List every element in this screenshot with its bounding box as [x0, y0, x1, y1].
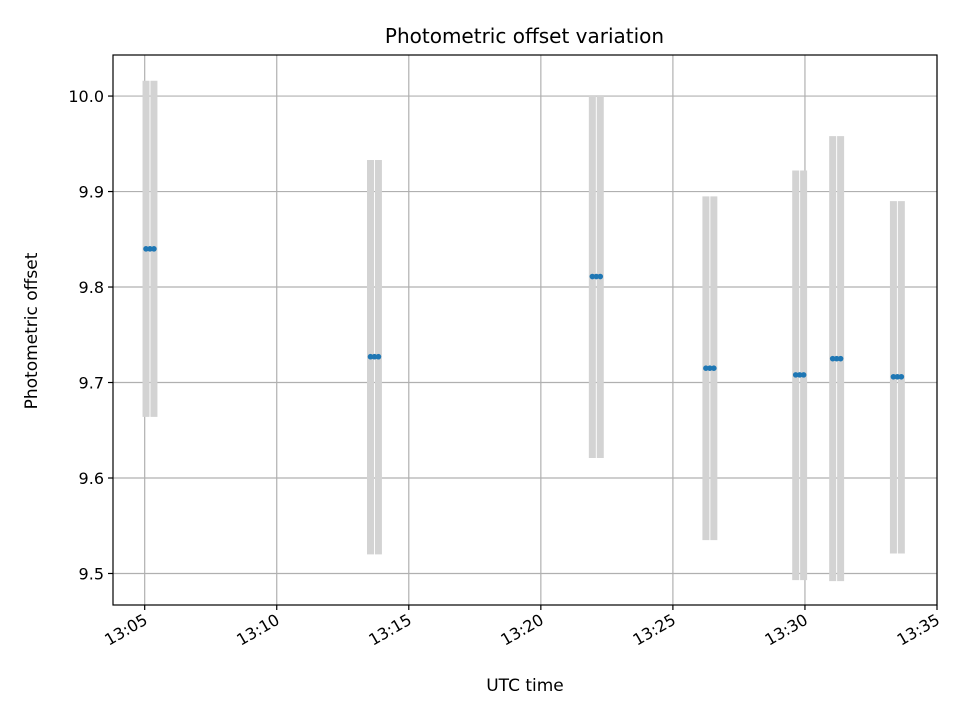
data-point: [597, 273, 604, 280]
data-point: [894, 373, 901, 380]
data-point: [837, 355, 844, 362]
y-tick-label: 9.7: [79, 374, 104, 393]
x-axis-title: UTC time: [486, 676, 564, 696]
data-point: [151, 246, 157, 252]
data-point: [367, 353, 374, 360]
data-point: [593, 273, 600, 280]
y-tick-label: 9.8: [79, 278, 104, 297]
data-point: [711, 365, 717, 371]
y-tick-label: 9.9: [79, 183, 104, 202]
data-point: [829, 355, 836, 362]
data-point: [890, 373, 897, 380]
data-point: [833, 355, 840, 362]
data-point: [589, 273, 596, 280]
grid-lines: [113, 55, 938, 605]
data-point: [147, 246, 153, 252]
data-point: [796, 372, 803, 378]
y-tick-label: 9.6: [79, 469, 104, 488]
chart-title: Photometric offset variation: [385, 24, 664, 48]
y-tick-label: 9.5: [79, 564, 104, 583]
y-axis-title: Photometric offset: [22, 252, 42, 409]
data-points: [143, 246, 905, 380]
data-point: [371, 353, 378, 360]
data-point: [375, 353, 382, 360]
data-point: [703, 365, 709, 371]
data-point: [143, 246, 149, 252]
plot-frame: [112, 54, 938, 606]
data-point: [792, 372, 799, 378]
y-tick-label: 10.0: [68, 87, 104, 106]
data-point: [898, 373, 905, 380]
data-point: [707, 365, 713, 371]
data-point: [800, 372, 807, 378]
y-axis-ticks: 9.5 9.6 9.7 9.8 9.9 10.0: [68, 87, 113, 583]
